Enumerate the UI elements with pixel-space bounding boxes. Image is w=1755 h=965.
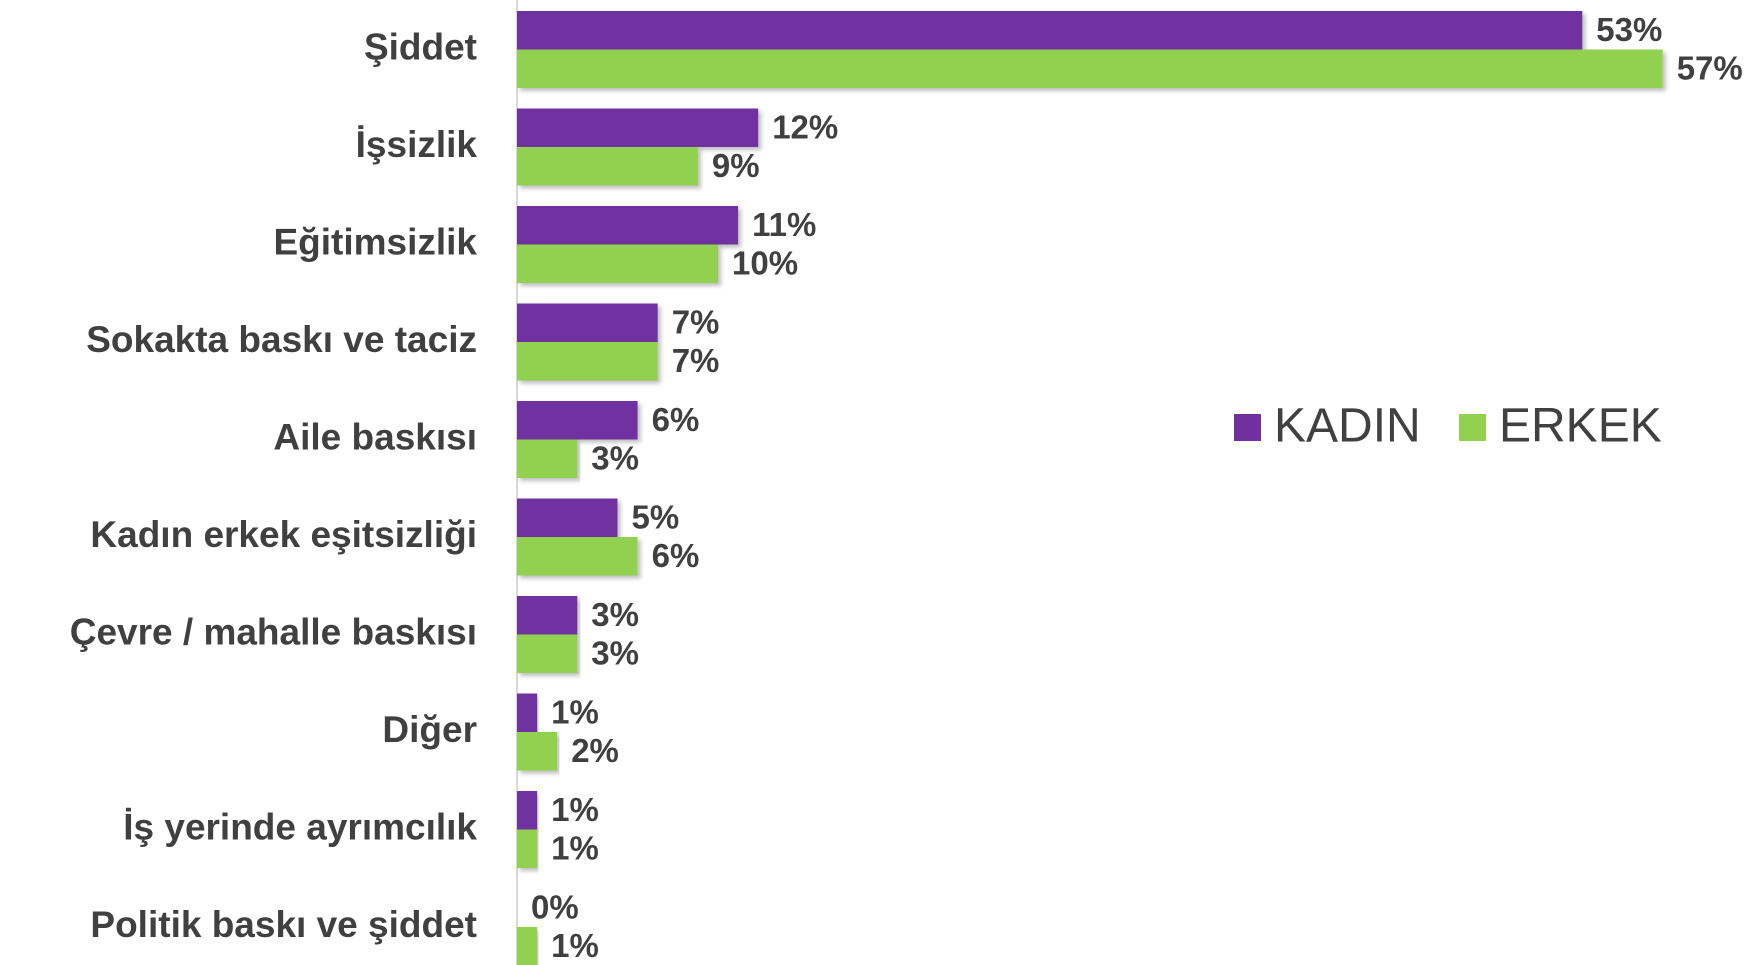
bar [517, 829, 538, 868]
value-label: 3% [591, 596, 639, 633]
bar [517, 108, 759, 147]
bar [517, 732, 558, 771]
bar [517, 498, 618, 537]
bar [517, 147, 698, 186]
value-label: 9% [712, 147, 760, 184]
category-label: Kadın erkek eşitsizliği [90, 514, 477, 555]
category-label: Eğitimsizlik [273, 221, 477, 262]
bar [517, 927, 538, 965]
category-label: Sokakta baskı ve taciz [86, 319, 477, 360]
bar [517, 303, 658, 342]
category-label: Çevre / mahalle baskısı [70, 611, 477, 652]
value-label: 12% [772, 108, 838, 145]
value-label: 0% [531, 888, 579, 925]
value-label: 53% [1596, 11, 1662, 48]
value-label: 3% [591, 634, 639, 671]
value-label: 5% [632, 498, 680, 535]
value-label: 6% [652, 401, 700, 438]
legend-label: KADIN [1274, 400, 1421, 453]
legend-label: ERKEK [1499, 400, 1662, 453]
bar [517, 401, 638, 440]
bar [517, 206, 739, 245]
category-label: Diğer [382, 709, 477, 750]
bar [517, 439, 578, 478]
value-label: 11% [752, 206, 816, 243]
category-label: Şiddet [364, 26, 477, 67]
value-label: 2% [571, 732, 619, 769]
bar [517, 49, 1663, 88]
value-label: 7% [672, 342, 720, 379]
bar [517, 11, 1583, 50]
value-label: 10% [732, 244, 798, 281]
category-label: İş yerinde ayrımcılık [123, 806, 477, 847]
bar [517, 596, 578, 635]
category-label: İşsizlik [356, 124, 478, 165]
value-label: 6% [652, 537, 700, 574]
value-label: 1% [551, 927, 599, 964]
category-label: Politik baskı ve şiddet [90, 904, 477, 945]
bar [517, 244, 718, 283]
value-label: 1% [551, 693, 599, 730]
category-label: Aile baskısı [273, 416, 477, 457]
legend-swatch [1234, 414, 1261, 441]
value-label: 7% [672, 303, 720, 340]
bar [517, 791, 538, 830]
value-label: 1% [551, 829, 599, 866]
bar [517, 693, 538, 732]
legend-swatch [1459, 414, 1486, 441]
value-label: 1% [551, 791, 599, 828]
value-label: 57% [1677, 49, 1743, 86]
bar [517, 342, 658, 381]
bar [517, 537, 638, 576]
bar [517, 634, 578, 673]
value-label: 3% [591, 439, 639, 476]
